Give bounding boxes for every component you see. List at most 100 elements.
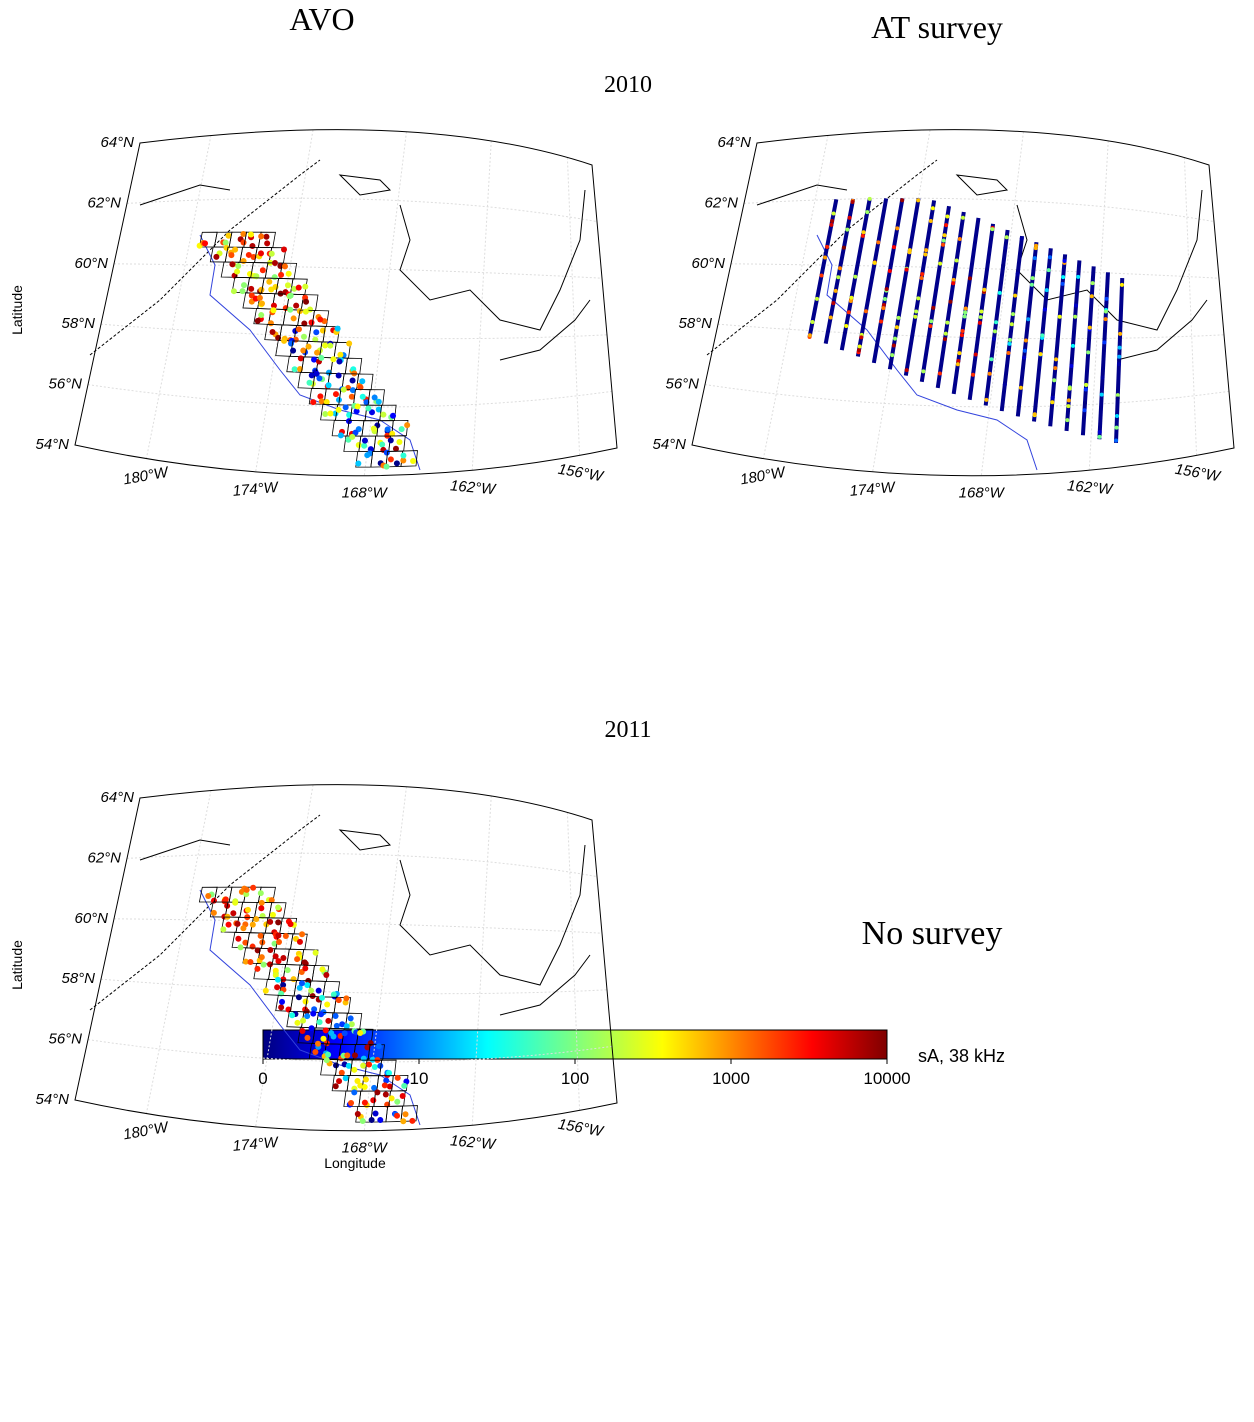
- graticule-line: [980, 131, 1024, 476]
- transect-dot: [1032, 256, 1037, 261]
- survey-dot: [302, 308, 309, 315]
- survey-dot: [357, 384, 364, 391]
- latitude-label: 62°N: [87, 849, 121, 866]
- transect-dot: [1084, 382, 1089, 387]
- survey-dot: [294, 1019, 301, 1026]
- transect-dot: [1060, 281, 1065, 286]
- survey-dot: [308, 319, 315, 326]
- transect-dot: [916, 198, 921, 203]
- survey-dot: [370, 425, 377, 432]
- transect-dot: [948, 299, 953, 304]
- survey-dot: [240, 239, 247, 246]
- survey-dot: [266, 961, 273, 968]
- latitude-label: 64°N: [100, 789, 134, 806]
- survey-dot: [325, 1017, 332, 1024]
- transect-dot: [831, 211, 836, 216]
- survey-dot: [318, 354, 325, 361]
- transect: [903, 200, 937, 376]
- survey-dot: [355, 442, 362, 449]
- latitude-label: 60°N: [74, 910, 108, 927]
- survey-dot: [323, 1057, 330, 1064]
- graticule-line: [1183, 157, 1198, 456]
- survey-dot: [330, 991, 337, 998]
- transect-dot: [879, 319, 884, 324]
- survey-dot: [250, 884, 257, 891]
- transect-dot: [1061, 275, 1066, 280]
- survey-dot: [402, 1111, 409, 1118]
- survey-dot: [290, 315, 297, 322]
- transect-dot: [904, 368, 909, 373]
- survey-dot: [280, 955, 287, 962]
- survey-dot: [371, 394, 378, 401]
- survey-dot: [349, 433, 356, 440]
- survey-dot: [344, 1052, 351, 1059]
- survey-dot: [332, 1083, 339, 1090]
- graticule-line: [1088, 140, 1109, 471]
- transect-dot: [819, 273, 824, 278]
- transect-dot: [1115, 396, 1120, 401]
- transect-dot: [860, 233, 865, 238]
- survey-dot: [334, 325, 341, 332]
- survey-dot: [304, 1013, 311, 1020]
- transect-dot: [1082, 408, 1087, 413]
- survey-dot: [400, 1118, 407, 1125]
- survey-dot: [235, 935, 242, 942]
- survey-dot: [370, 1097, 377, 1104]
- survey-dot: [327, 342, 334, 349]
- transect-dot: [1013, 293, 1018, 298]
- survey-dot: [235, 263, 242, 270]
- survey-dot: [267, 947, 274, 954]
- coastline: [139, 174, 591, 361]
- survey-dot: [301, 320, 308, 327]
- transect-dot: [929, 319, 934, 324]
- survey-dot: [280, 981, 287, 988]
- survey-dot: [278, 1004, 285, 1011]
- latitude-label: 58°N: [678, 315, 712, 332]
- survey-dot: [348, 393, 355, 400]
- survey-dot: [312, 1048, 319, 1055]
- survey-dot: [318, 1011, 325, 1018]
- survey-dot: [342, 1075, 349, 1082]
- survey-dot: [269, 911, 276, 918]
- transect-dot: [941, 242, 946, 247]
- survey-dot: [304, 1034, 311, 1041]
- transect-dot: [992, 329, 997, 334]
- transect-dot: [977, 320, 982, 325]
- survey-dot: [319, 966, 326, 973]
- survey-dot: [260, 961, 267, 968]
- survey-dot: [337, 351, 344, 358]
- survey-dot: [290, 347, 297, 354]
- survey-cell: [391, 419, 409, 437]
- survey-dot: [375, 1043, 382, 1050]
- survey-dot: [335, 372, 342, 379]
- colorbar-tick-label: 10: [410, 1069, 429, 1088]
- transect-dot: [1103, 309, 1108, 314]
- boundary-line: [89, 159, 321, 356]
- longitude-label: 168°W: [959, 485, 1006, 502]
- transect-dot: [1087, 325, 1092, 330]
- survey-dot: [375, 398, 382, 405]
- survey-dot: [377, 1062, 384, 1069]
- survey-dot: [240, 925, 247, 932]
- survey-dot: [388, 1095, 395, 1102]
- survey-dot: [258, 286, 265, 293]
- survey-dot: [254, 947, 261, 954]
- latitude-label: 58°N: [61, 315, 95, 332]
- survey-dot: [300, 333, 307, 340]
- transect-dot: [914, 309, 919, 314]
- transect-dot: [1104, 296, 1109, 301]
- survey-dot: [322, 342, 329, 349]
- survey-dot: [342, 404, 349, 411]
- survey-dot: [294, 956, 301, 963]
- transect-dot: [1033, 246, 1038, 251]
- survey-dot: [247, 959, 254, 966]
- survey-dot: [382, 1091, 389, 1098]
- survey-dot: [386, 1083, 393, 1090]
- graticule-line: [113, 918, 603, 934]
- transect-dot: [849, 295, 854, 300]
- transect-dot: [861, 230, 866, 235]
- survey-dot: [355, 460, 362, 467]
- transect-dot: [1010, 312, 1015, 317]
- transect-dot: [841, 245, 846, 250]
- longitude-label: 180°W: [122, 1119, 171, 1144]
